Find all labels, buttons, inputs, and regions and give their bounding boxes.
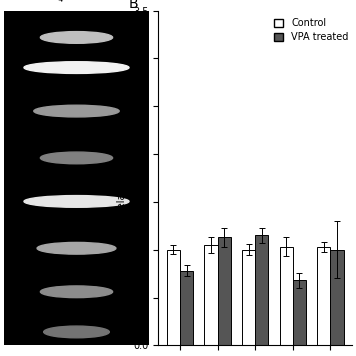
Ellipse shape — [24, 195, 129, 207]
Bar — [180, 271, 193, 345]
Text: VPA treated: VPA treated — [56, 0, 97, 4]
Ellipse shape — [37, 242, 116, 254]
Bar — [204, 245, 218, 345]
Ellipse shape — [34, 105, 119, 117]
Bar — [293, 280, 306, 345]
Ellipse shape — [40, 32, 112, 43]
Bar — [255, 235, 268, 345]
Text: B: B — [129, 0, 138, 11]
Y-axis label: RNA relative expression: RNA relative expression — [117, 120, 127, 236]
Ellipse shape — [40, 152, 112, 164]
Bar — [242, 250, 255, 345]
Bar — [317, 247, 330, 345]
Bar — [280, 247, 293, 345]
Bar — [218, 237, 231, 345]
Ellipse shape — [44, 326, 109, 338]
Legend: Control, VPA treated: Control, VPA treated — [271, 16, 351, 45]
Ellipse shape — [24, 62, 129, 73]
Bar — [167, 250, 180, 345]
Bar — [330, 250, 344, 345]
Ellipse shape — [40, 286, 112, 298]
